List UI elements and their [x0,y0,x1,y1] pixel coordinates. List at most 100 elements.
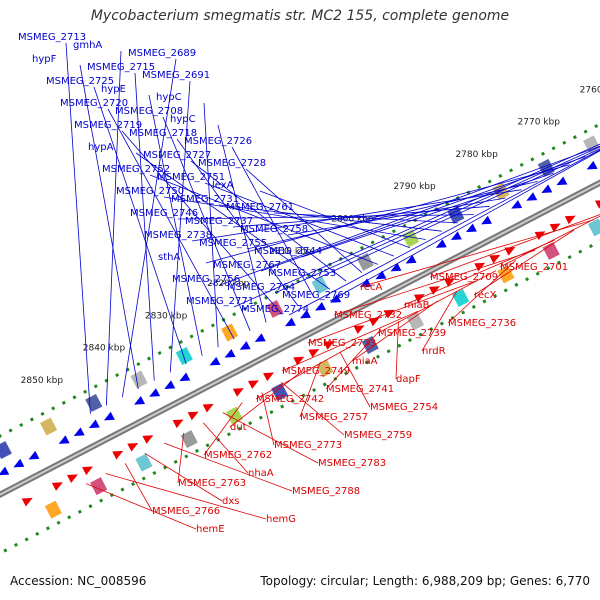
forward-leader-line [121,58,177,398]
reverse-leader-line [281,381,345,436]
reverse-gene-label: MSMEG_2701 [500,262,568,273]
reverse-leader-line [281,310,419,372]
reverse-gene-label: dut [230,422,247,433]
forward-leader-line [149,174,379,265]
reverse-gene-arrow [66,474,78,483]
reverse-gene-label: recA [360,282,383,293]
forward-leader-line [205,164,570,264]
forward-gene-label: MSMEG_2738 [144,230,212,241]
forward-gene-arrow [330,294,342,303]
reverse-gene-label: nhaA [248,468,274,479]
reverse-gene-arrow [474,262,486,272]
forward-gene-label: MSMEG_2750 [116,186,184,197]
forward-leader-line [190,160,347,282]
forward-gene-arrow [450,231,462,240]
forward-gene-arrow [375,270,387,280]
forward-leader-line [65,42,91,414]
forward-leader-line [148,94,203,356]
forward-gene-label: hypC [156,92,182,103]
reverse-leader-line [105,473,267,520]
reverse-gene-label: MSMEG_2732 [334,310,402,321]
forward-gene-feature [266,299,284,318]
forward-gene-label: MSMEG_2769 [282,290,350,301]
forward-gene-label: gmhA [73,40,102,51]
forward-gene-label: MSMEG_2755 [199,238,267,249]
forward-gene-label: MSMEG_2761 [226,202,294,213]
reverse-gene-arrow [172,419,184,429]
forward-gene-label: MSMEG_2764 [227,282,295,293]
reverse-gene-arrow [82,466,94,476]
reverse-gene-arrow [263,372,275,382]
reverse-leader-line [403,239,555,306]
reverse-gene-arrow [504,247,516,256]
forward-gene-arrow [556,176,568,186]
forward-gene-arrow [254,333,266,342]
map-body [0,122,600,553]
forward-leader-line [203,102,219,348]
reverse-gene-arrow [187,411,199,421]
forward-leader-line [301,172,554,258]
reverse-gene-arrow [308,348,320,358]
forward-gene-label: MSMEG_2774 [241,304,309,315]
reverse-gene-label: MSMEG_2754 [370,402,438,413]
forward-gene-arrow [134,396,146,405]
forward-gene-arrow [465,223,477,233]
reverse-gene-arrow [232,388,244,397]
reverse-gene-arrow [51,482,63,491]
forward-gene-label: MSMEG_2767 [213,260,281,271]
forward-gene-arrow [149,388,161,397]
reverse-gene-label: MSMEG_2783 [318,458,386,469]
reverse-leader-line [222,412,319,464]
reverse-leader-line [473,229,575,296]
forward-leader-line [246,180,538,250]
forward-gene-label: MSMEG_2753 [268,268,336,279]
reverse-gene-feature [180,430,198,449]
reverse-leader-line [144,452,223,502]
reverse-gene-feature [271,383,289,402]
forward-gene-label: MSMEG_2744 [254,246,322,257]
forward-gene-label: hypF [32,54,57,65]
tick-label: 2810 kbp [269,247,312,257]
reverse-leader-line [261,392,275,446]
forward-gene-arrow [511,200,523,209]
reverse-gene-label: dapF [396,374,421,385]
forward-gene-label: MSMEG_2728 [198,158,266,169]
reverse-gene-label: MSMEG_2773 [274,440,342,451]
reverse-gene-label: MSMEG_2749 [282,366,350,377]
forward-leader-line [107,108,235,340]
forward-gene-arrow [73,427,85,436]
reverse-leader-line [429,214,600,278]
forward-gene-feature [39,417,58,436]
forward-leader-line [260,156,586,272]
reverse-leader-line [499,215,600,268]
reverse-gene-arrow [247,380,259,389]
reverse-gene-arrow [202,403,214,413]
forward-gene-label: MSMEG_2752 [102,164,170,175]
forward-leader-line [162,116,251,331]
tick-label: 2840 kbp [83,344,126,354]
forward-leader-line [79,64,139,389]
summary-text: Topology: circular; Length: 6,988,209 bp… [260,574,590,588]
forward-leader-line [176,138,299,307]
tick-label: 2820 kbp [207,279,250,289]
reverse-gene-label: MSMEG_2766 [152,506,220,517]
forward-gene-label: MSMEG_2771 [186,296,254,307]
forward-gene-label: MSMEG_2756 [172,274,240,285]
reverse-gene-label: MSMEG_2762 [204,450,272,461]
reverse-leader-line [421,290,458,352]
reverse-gene-arrow [127,443,139,452]
forward-gene-arrow [0,466,10,476]
reverse-gene-arrow [142,435,154,444]
reverse-gene-feature [135,453,153,472]
forward-gene-label: MSMEG_2720 [60,98,128,109]
forward-gene-label: hypA [88,142,114,153]
reverse-gene-feature [452,289,470,307]
reverse-gene-label: MSMEG_2759 [344,430,412,441]
reverse-gene-label: miaA [352,356,378,367]
tick-label: 2800 kbp [331,215,374,225]
reverse-gene-label: miaB [404,300,430,311]
reverse-gene-feature [406,312,425,331]
reverse-gene-label: MSMEG_2709 [430,272,498,283]
